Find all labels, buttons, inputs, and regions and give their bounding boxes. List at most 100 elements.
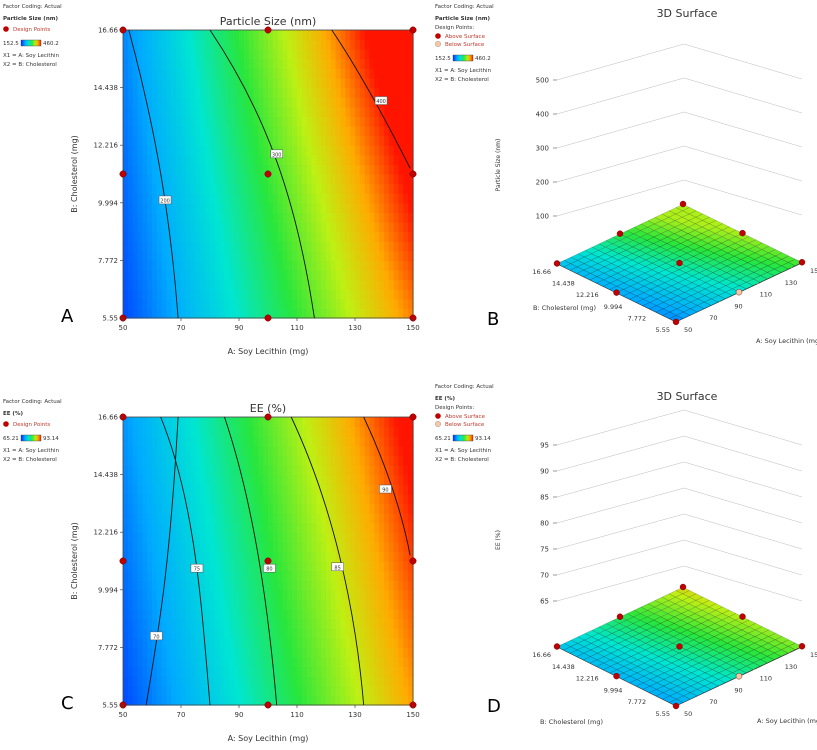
contour-field-cell <box>142 580 148 591</box>
contour-field-cell <box>161 30 168 41</box>
contour-field-cell <box>234 241 240 252</box>
contour-field-cell <box>214 87 221 98</box>
contour-field-cell <box>364 695 371 706</box>
contour-field-cell <box>359 474 366 485</box>
contour-field-cell <box>297 202 303 213</box>
surface-cell <box>637 266 653 274</box>
contour-field-cell <box>311 657 317 668</box>
contour-field-cell <box>248 609 255 620</box>
contour-field-cell <box>398 551 404 562</box>
contour-field-cell <box>195 417 201 428</box>
contour-field-cell <box>345 637 351 648</box>
contour-field-cell <box>214 493 221 504</box>
contour-field-cell <box>219 580 226 591</box>
surface-cell <box>596 656 612 664</box>
contour-field-cell <box>350 609 356 620</box>
contour-field-cell <box>408 30 414 41</box>
contour-field-cell <box>181 68 187 79</box>
surface-cell <box>632 626 647 634</box>
contour-field-cell <box>398 231 404 242</box>
contour-field-cell <box>171 135 177 146</box>
surface-cell <box>582 656 598 664</box>
contour-field-cell <box>142 145 148 156</box>
contour-field-cell <box>234 289 240 300</box>
contour-field-cell <box>176 541 182 552</box>
contour-field-cell <box>408 250 414 261</box>
contour-field-cell <box>156 417 163 428</box>
contour-field-cell <box>369 174 375 185</box>
contour-field-cell <box>364 474 371 485</box>
contour-field-cell <box>214 503 221 514</box>
contour-field-cell <box>316 39 322 50</box>
contour-field-cell <box>137 183 143 194</box>
contour-field-cell <box>277 647 284 658</box>
below-surface-point <box>735 288 743 296</box>
contour-field-cell <box>253 455 259 466</box>
contour-field-cell <box>355 618 361 629</box>
contour-field-cell <box>205 570 211 581</box>
legend-color-min: 152.5 <box>435 56 451 62</box>
contour-field-cell <box>277 87 284 98</box>
contour-field-cell <box>137 260 143 271</box>
contour-field-cell <box>355 289 361 300</box>
legend-response: EE (%) <box>3 411 23 417</box>
contour-field-cell <box>234 570 240 581</box>
contour-field-cell <box>161 685 168 696</box>
contour-field-cell <box>239 241 245 252</box>
contour-field-cell <box>272 154 279 165</box>
contour-field-cell <box>355 97 361 108</box>
contour-field-cell <box>224 49 230 60</box>
contour-field-cell <box>205 106 211 117</box>
contour-field-cell <box>403 106 409 117</box>
contour-field-cell <box>268 250 274 261</box>
above-surface-marker <box>435 33 441 39</box>
surface-cell <box>759 656 775 664</box>
contour-field-cell <box>185 618 192 629</box>
contour-field-cell <box>359 135 366 146</box>
contour-field-cell <box>205 126 211 137</box>
contour-field-cell <box>253 426 259 437</box>
contour-field-cell <box>248 676 255 687</box>
contour-field-cell <box>301 426 308 437</box>
contour-field-cell <box>326 68 332 79</box>
contour-field-cell <box>350 570 356 581</box>
contour-field-cell <box>234 484 240 495</box>
contour-field-cell <box>234 308 240 319</box>
contour-field-cell <box>248 445 255 456</box>
contour-field-cell <box>248 135 255 146</box>
contour-field-cell <box>282 609 288 620</box>
contour-field-cell <box>258 541 264 552</box>
contour-field-cell <box>224 212 230 223</box>
contour-field-cell <box>345 231 351 242</box>
x-tick-label: 90 <box>235 711 244 719</box>
contour-field-cell <box>277 666 284 677</box>
contour-field-cell <box>258 445 264 456</box>
contour-field-cell <box>268 49 274 60</box>
contour-field-cell <box>369 87 375 98</box>
contour-field-cell <box>214 618 221 629</box>
contour-field-cell <box>321 676 327 687</box>
contour-field-cell <box>248 637 255 648</box>
contour-field-cell <box>214 298 221 309</box>
contour-field-cell <box>321 589 327 600</box>
contour-field-cell <box>123 580 129 591</box>
contour-field-cell <box>224 580 230 591</box>
contour-field-cell <box>384 30 390 41</box>
contour-field-cell <box>224 445 230 456</box>
contour-field-cell <box>282 580 288 591</box>
contour-field-cell <box>272 618 279 629</box>
surface-cell <box>676 689 691 697</box>
contour-field-cell <box>142 106 148 117</box>
contour-field-cell <box>229 541 235 552</box>
contour-field-cell <box>123 695 129 706</box>
contour-field-cell <box>161 657 168 668</box>
contour-field-cell <box>345 30 351 41</box>
contour-field-cell <box>287 260 293 271</box>
contour-field-cell <box>147 116 153 127</box>
contour-field-cell <box>205 561 211 572</box>
contour-field-cell <box>277 260 284 271</box>
contour-field-cell <box>316 609 322 620</box>
contour-field-cell <box>379 106 385 117</box>
contour-field-cell <box>224 164 230 175</box>
contour-field-cell <box>190 193 197 204</box>
